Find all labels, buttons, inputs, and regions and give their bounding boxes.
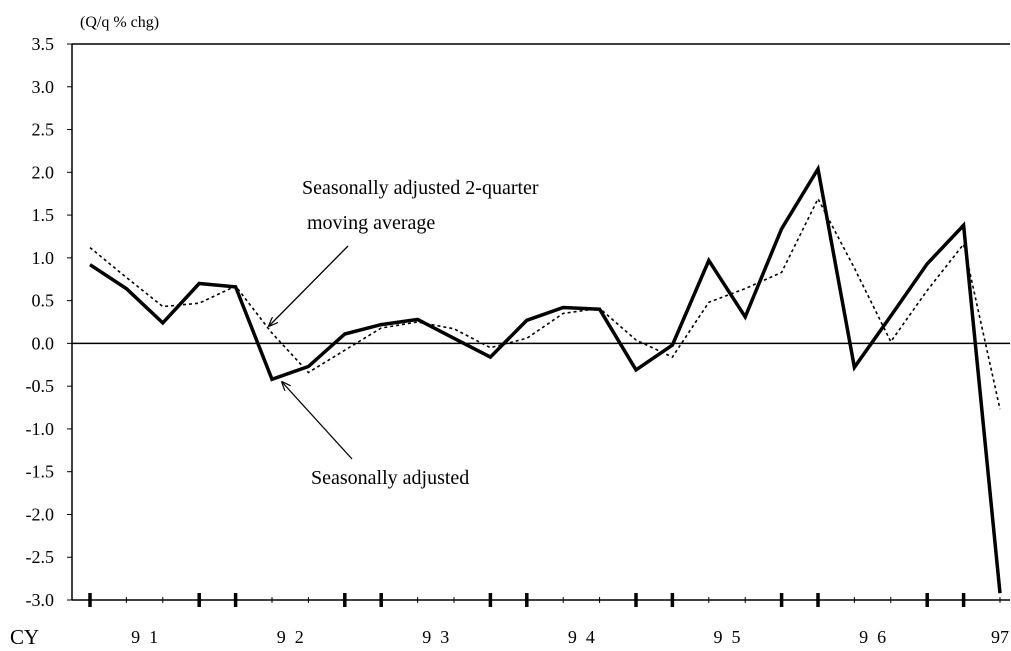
y-tick-label: 1.0 — [32, 248, 55, 268]
plot-frame — [71, 43, 1010, 601]
x-axis: 9 1 9 2 9 3 9 4 9 5 9 6 97 — [88, 593, 1009, 647]
y-tick-label: -2.0 — [26, 504, 55, 524]
y-tick-label: 2.0 — [32, 162, 55, 182]
annotation-seasonally-adjusted-line-1: Seasonally adjusted — [311, 467, 469, 489]
series-line-moving-average — [89, 197, 1001, 410]
annotation-moving-average-line-2: moving average — [302, 212, 435, 234]
x-year-label: 9 4 — [568, 627, 595, 647]
annotation-moving-average-line-1: Seasonally adjusted 2-quarter — [302, 177, 539, 199]
y-axis-tick-labels: 3.5 3.0 2.5 2.0 1.5 1.0 0.5 0.0 -0.5 -1.0 -1.5 -2.0… — [26, 34, 72, 610]
y-tick-label: -1.5 — [26, 462, 55, 482]
y-tick-label: -0.5 — [26, 376, 55, 396]
annotation-seasonally-adjusted-arrow — [282, 382, 353, 460]
x-year-label: 97 — [991, 627, 1009, 647]
series-line-seasonally-adjusted — [89, 164, 1002, 594]
y-tick-label: 3.0 — [32, 77, 55, 97]
y-axis-unit-label: (Q/q % chg) — [80, 14, 159, 31]
y-tick-label: 1.5 — [32, 205, 55, 225]
x-year-label: 9 5 — [714, 627, 741, 647]
x-year-label: 9 1 — [131, 627, 158, 647]
series-layer — [89, 164, 1002, 594]
y-tick-label: 0.5 — [32, 291, 55, 311]
y-tick-label: 0.0 — [32, 333, 55, 353]
y-tick-label: -3.0 — [26, 590, 55, 610]
x-year-label: 9 2 — [277, 627, 304, 647]
x-axis-prefix-label: CY — [10, 625, 39, 649]
y-tick-label: -2.5 — [26, 547, 55, 567]
annotation-moving-average: Seasonally adjusted 2-quarter moving ave… — [302, 177, 544, 234]
y-tick-label: -1.0 — [26, 419, 55, 439]
x-year-label: 9 3 — [422, 627, 449, 647]
annotation-seasonally-adjusted: Seasonally adjusted — [311, 467, 469, 489]
x-year-label: 9 6 — [859, 627, 886, 647]
y-tick-label: 2.5 — [32, 120, 55, 140]
y-tick-label: 3.5 — [32, 34, 55, 54]
annotation-moving-average-arrow — [269, 245, 349, 326]
